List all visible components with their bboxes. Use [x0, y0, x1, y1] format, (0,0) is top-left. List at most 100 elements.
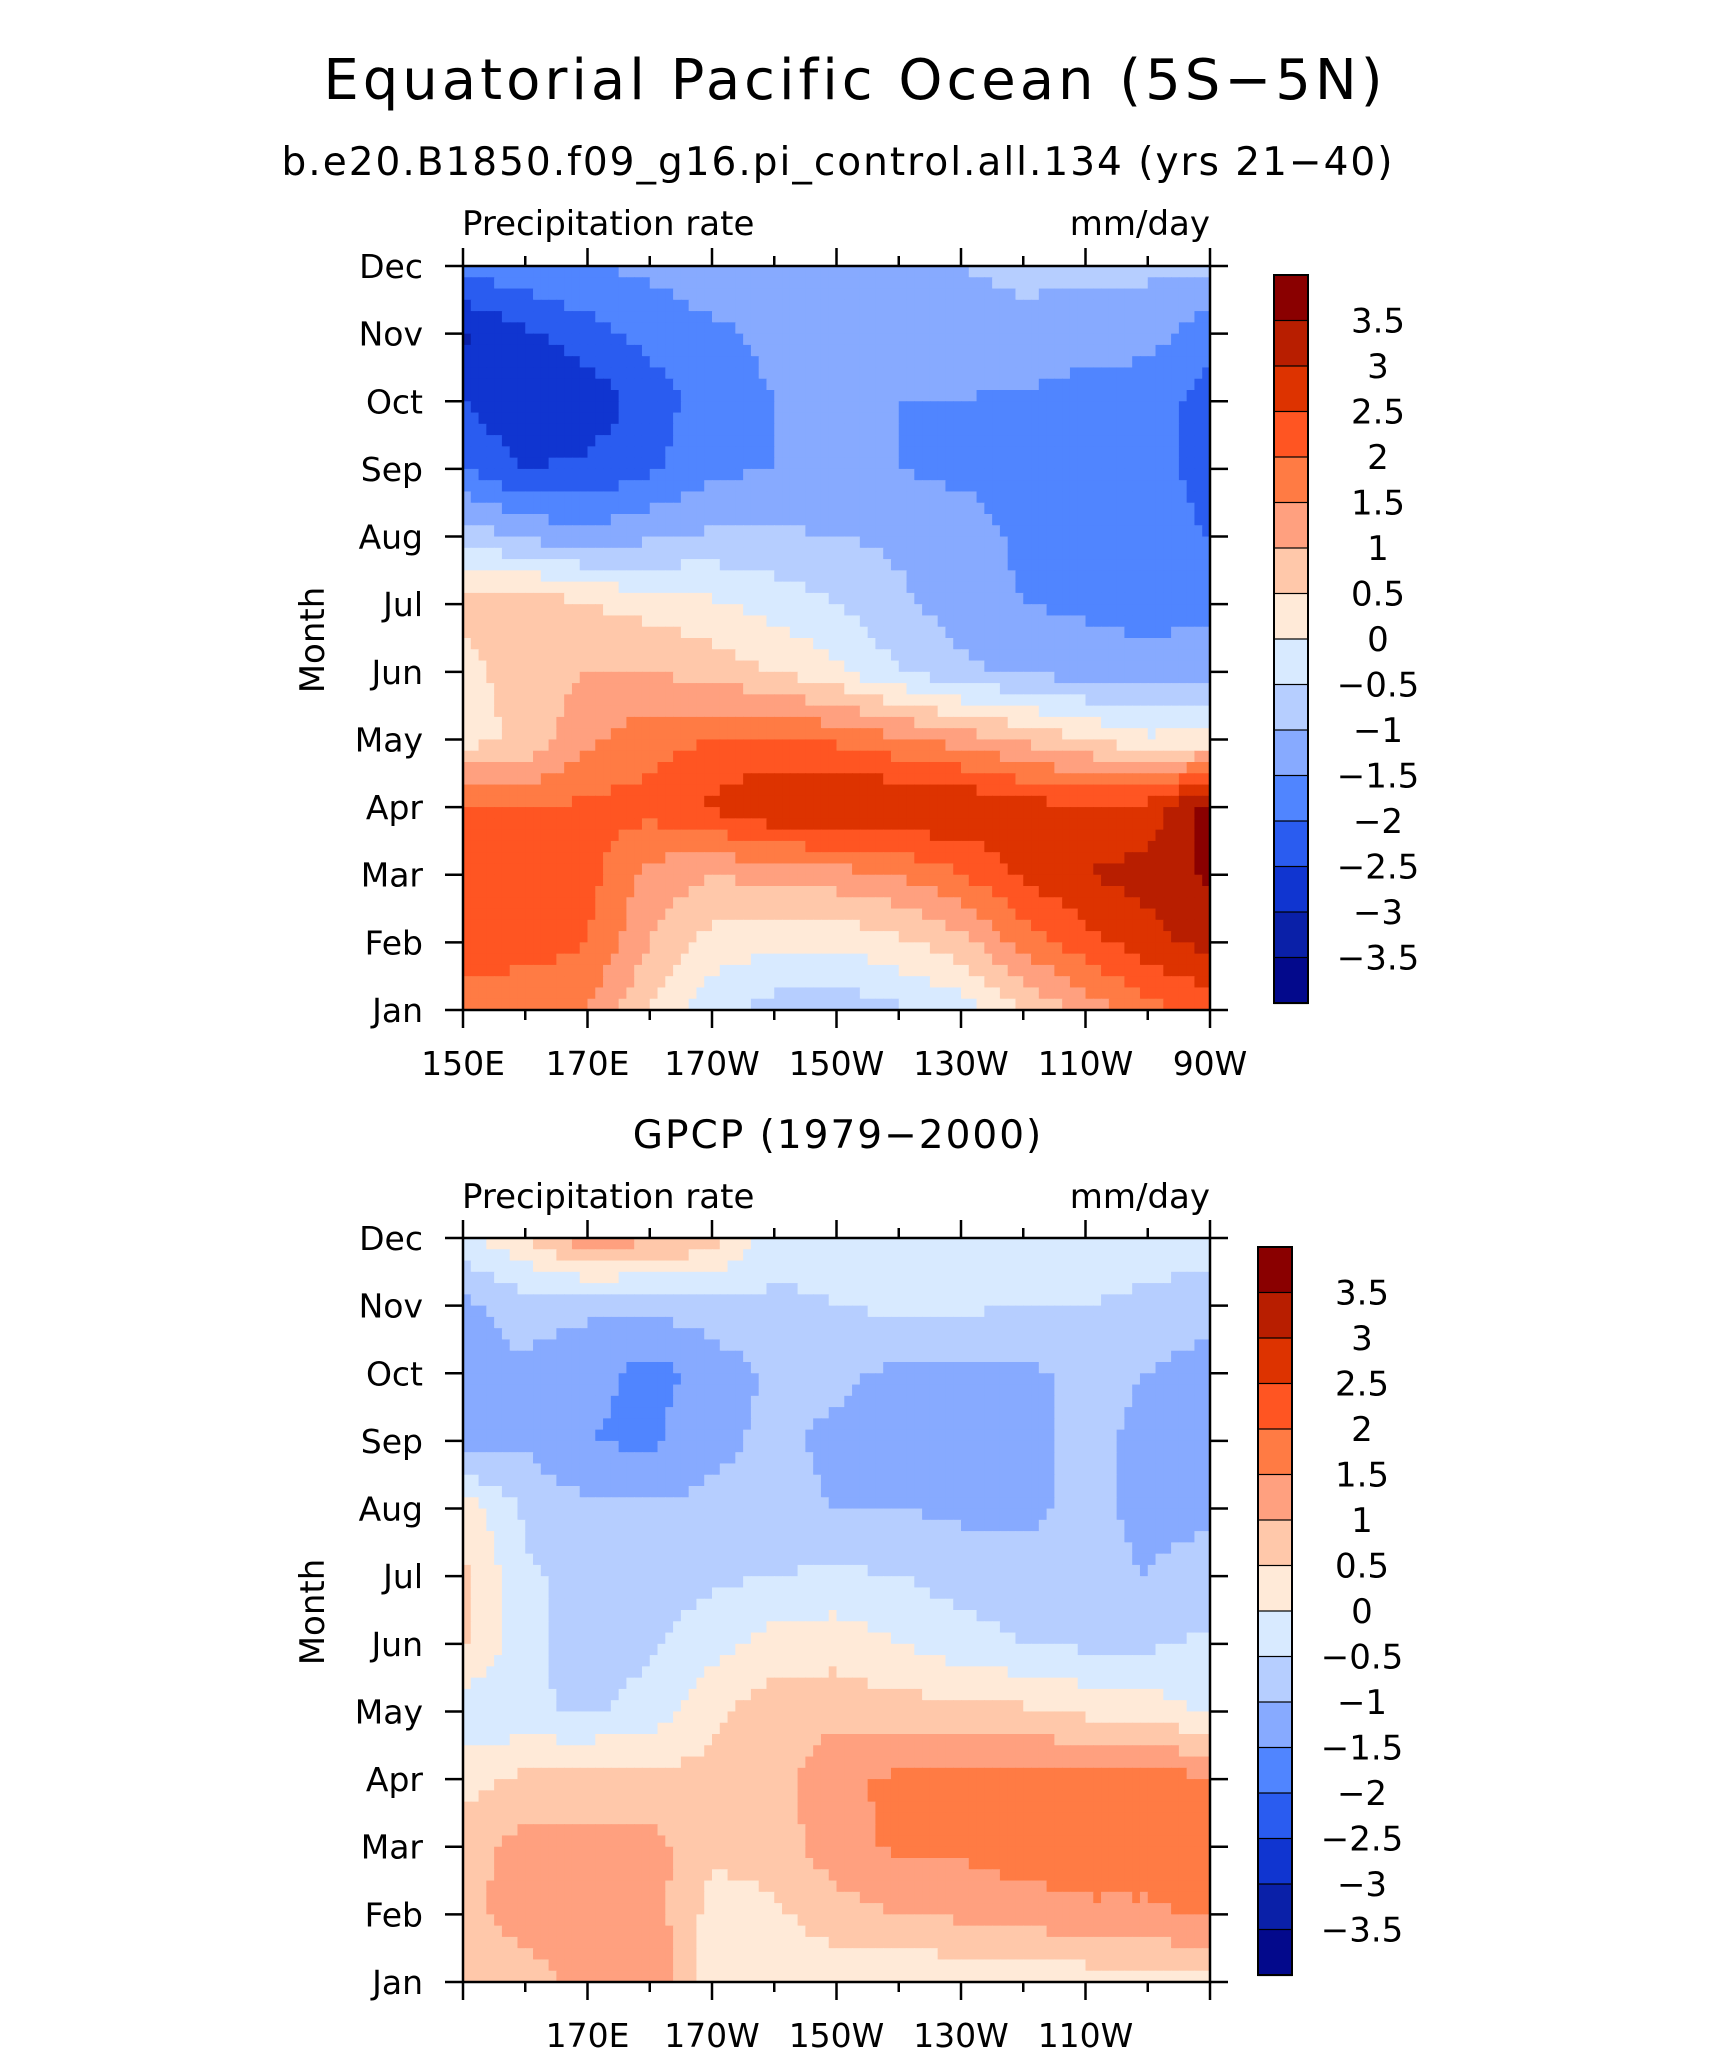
heatmap-cell: [1163, 762, 1172, 774]
heatmap-cell: [1093, 547, 1102, 560]
heatmap-cell: [1077, 536, 1087, 549]
heatmap-cell: [890, 311, 900, 324]
heatmap-cell: [743, 266, 752, 278]
heatmap-cell: [587, 457, 596, 470]
heatmap-cell: [1046, 266, 1056, 278]
heatmap-cell: [719, 423, 729, 436]
heatmap-cell: [1069, 412, 1079, 425]
heatmap-cell: [805, 807, 814, 820]
heatmap-cell: [556, 367, 565, 380]
heatmap-cell: [1038, 468, 1048, 481]
heatmap-cell: [875, 299, 884, 312]
heatmap-cell: [548, 649, 558, 662]
heatmap-cell: [571, 457, 581, 470]
heatmap-cell: [1132, 649, 1141, 662]
heatmap-cell: [634, 468, 643, 481]
heatmap-cell: [463, 660, 472, 673]
heatmap-cell: [1069, 536, 1079, 549]
heatmap-cell: [494, 762, 503, 774]
heatmap-cell: [968, 423, 978, 436]
heatmap-cell: [883, 468, 892, 481]
heatmap-cell: [579, 615, 589, 628]
heatmap-cell: [1155, 299, 1165, 312]
heatmap-cell: [1186, 390, 1196, 402]
heatmap-cell: [883, 762, 892, 774]
heatmap-cell: [968, 716, 978, 729]
heatmap-cell: [922, 615, 931, 628]
heatmap-cell: [953, 288, 962, 301]
heatmap-cell: [665, 649, 674, 662]
heatmap-cell: [556, 480, 565, 493]
heatmap-cell: [1046, 592, 1056, 605]
heatmap-cell: [961, 277, 970, 290]
heatmap-cell: [618, 356, 628, 369]
heatmap-cell: [828, 502, 838, 515]
heatmap-cell: [898, 367, 908, 380]
heatmap-cell: [735, 491, 744, 504]
heatmap-cell: [1171, 491, 1180, 504]
heatmap-cell: [743, 480, 752, 493]
heatmap-cell: [735, 367, 744, 380]
heatmap-cell: [797, 604, 807, 617]
heatmap-cell: [898, 525, 908, 538]
heatmap-cell: [470, 299, 480, 312]
heatmap-cell: [1085, 716, 1094, 729]
heatmap-cell: [525, 829, 534, 842]
heatmap-cell: [665, 671, 674, 684]
heatmap-cell: [571, 807, 581, 820]
heatmap-cell: [478, 683, 488, 696]
heatmap-cell: [719, 728, 729, 741]
heatmap-cell: [688, 604, 698, 617]
heatmap-cell: [1155, 457, 1165, 470]
heatmap-cell: [688, 762, 698, 774]
heatmap-cell: [1069, 468, 1079, 481]
heatmap-cell: [1069, 547, 1079, 560]
heatmap-cell: [984, 671, 993, 684]
heatmap-cell: [750, 344, 760, 357]
heatmap-cell: [1101, 390, 1110, 402]
heatmap-cell: [525, 367, 534, 380]
heatmap-cell: [1015, 446, 1024, 459]
heatmap-cell: [657, 378, 667, 391]
heatmap-cell: [976, 480, 986, 493]
heatmap-cell: [1139, 536, 1149, 549]
heatmap-cell: [914, 322, 923, 335]
heatmap-cell: [1023, 367, 1032, 380]
heatmap-cell: [696, 423, 705, 436]
heatmap-cell: [774, 581, 783, 594]
heatmap-cell: [976, 277, 986, 290]
heatmap-cell: [610, 333, 620, 346]
heatmap-cell: [564, 762, 573, 774]
heatmap-cell: [696, 277, 705, 290]
heatmap-cell: [914, 795, 923, 808]
heatmap-cell: [688, 412, 698, 425]
heatmap-cell: [463, 356, 472, 369]
heatmap-cell: [1124, 626, 1133, 639]
heatmap-cell: [1023, 592, 1032, 605]
heatmap-cell: [688, 299, 698, 312]
heatmap-cell: [1202, 638, 1211, 650]
heatmap-cell: [945, 547, 954, 560]
heatmap-cell: [1178, 412, 1188, 425]
heatmap-cell: [1194, 480, 1203, 493]
heatmap-cell: [517, 660, 526, 673]
heatmap-cell: [820, 311, 830, 324]
heatmap-cell: [1171, 705, 1180, 718]
heatmap-cell: [618, 694, 628, 707]
heatmap-cell: [820, 468, 830, 481]
heatmap-cell: [1054, 547, 1063, 560]
heatmap-cell: [1178, 683, 1188, 696]
heatmap-cell: [704, 502, 713, 515]
heatmap-cell: [595, 649, 604, 662]
heatmap-cell: [945, 694, 954, 707]
heatmap-cell: [1085, 626, 1094, 639]
heatmap-cell: [929, 446, 939, 459]
heatmap-cell: [626, 288, 635, 301]
heatmap-cell: [1069, 840, 1079, 853]
heatmap-cell: [1186, 807, 1196, 820]
heatmap-cell: [914, 502, 923, 515]
heatmap-cell: [556, 266, 565, 278]
heatmap-cell: [1077, 480, 1087, 493]
heatmap-cell: [937, 390, 947, 402]
heatmap-cell: [680, 807, 690, 820]
